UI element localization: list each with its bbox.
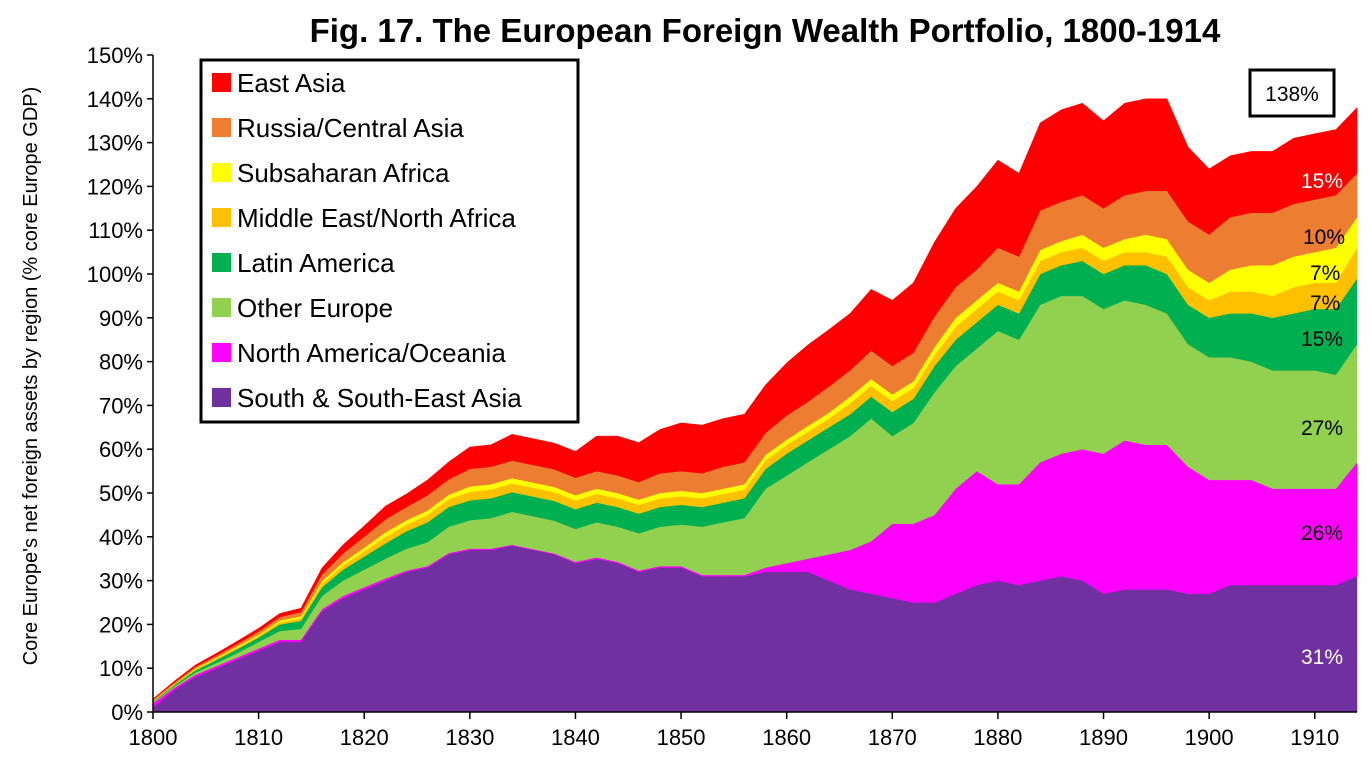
north-america-share-label: 26%	[1301, 522, 1343, 545]
y-tick-label: 20%	[99, 612, 143, 637]
y-tick-label: 0%	[111, 700, 143, 725]
russia-share-label: 10%	[1303, 226, 1345, 249]
y-tick-label: 130%	[87, 131, 143, 156]
legend-swatch	[212, 343, 231, 362]
legend-box	[199, 58, 580, 424]
x-tick-label: 1820	[340, 725, 389, 750]
x-tick-label: 1890	[1079, 725, 1128, 750]
x-tick-label: 1840	[551, 725, 600, 750]
legend-label: Russia/Central Asia	[237, 113, 464, 143]
y-axis-label: Core Europe's net foreign assets by regi…	[20, 87, 42, 666]
y-tick-label: 70%	[99, 393, 143, 418]
total-annotation-box	[1248, 68, 1336, 118]
y-tick-label: 80%	[99, 350, 143, 375]
legend-label: Other Europe	[237, 293, 393, 323]
x-tick-label: 1830	[445, 725, 494, 750]
east-asia-share-label: 15%	[1301, 170, 1343, 193]
y-tick-label: 110%	[88, 218, 143, 243]
y-tick-label: 60%	[99, 437, 143, 462]
y-tick-label: 90%	[99, 306, 143, 331]
legend-label: Middle East/North Africa	[237, 203, 516, 233]
y-tick-label: 10%	[99, 656, 143, 681]
x-tick-label: 1860	[762, 725, 811, 750]
x-tick-label: 1900	[1185, 725, 1234, 750]
total-annotation: 138%	[1248, 68, 1336, 118]
chart-title: Fig. 17. The European Foreign Wealth Por…	[310, 12, 1221, 49]
legend-swatch	[212, 298, 231, 317]
mena-share-label: 7%	[1310, 292, 1340, 315]
y-tick-label: 50%	[99, 481, 143, 506]
legend-swatch	[212, 388, 231, 407]
y-tick-label: 100%	[87, 262, 143, 287]
legend-swatch	[212, 208, 231, 227]
y-tick-label: 40%	[99, 525, 143, 550]
x-tick-label: 1850	[657, 725, 706, 750]
x-tick-labels: 1800 1810 1820 1830 1840 1850 1860 1870 1880 1890…	[129, 725, 1340, 750]
x-tick-label: 1870	[868, 725, 917, 750]
x-tick-label: 1910	[1290, 725, 1339, 750]
legend-swatch	[212, 253, 231, 272]
y-tick-label: 140%	[87, 87, 143, 112]
latin-america-share-label: 15%	[1301, 328, 1343, 351]
legend-label: Subsaharan Africa	[237, 158, 450, 188]
area-east-asia	[152, 98, 1358, 701]
total-annotation-text: 138%	[1265, 83, 1319, 106]
x-tick-label: 1880	[973, 725, 1022, 750]
y-tick-label: 120%	[87, 174, 143, 199]
legend-label: Latin America	[237, 248, 395, 278]
legend: East Asia Russia/Central Asia Subsaharan A…	[199, 58, 580, 424]
stacked-areas	[152, 98, 1358, 713]
y-tick-labels: 0% 10% 20% 30% 40% 50% 60% 70% 80% 90% 100% 110% 120…	[87, 43, 143, 725]
legend-swatch	[212, 73, 231, 92]
other-europe-share-label: 27%	[1301, 417, 1343, 440]
y-tick-label: 150%	[87, 43, 143, 68]
x-tick-label: 1800	[129, 725, 178, 750]
legend-swatch	[212, 163, 231, 182]
y-tick-label: 30%	[99, 569, 143, 594]
axes	[147, 54, 1357, 719]
legend-swatch	[212, 118, 231, 137]
legend-label: North America/Oceania	[237, 338, 506, 368]
legend-label: South & South-East Asia	[237, 383, 522, 413]
africa-share-label: 7%	[1310, 262, 1340, 285]
legend-label: East Asia	[237, 68, 346, 98]
x-tick-label: 1810	[234, 725, 283, 750]
legend-items: East Asia Russia/Central Asia Subsaharan A…	[212, 68, 522, 413]
south-asia-share-label: 31%	[1301, 646, 1343, 669]
